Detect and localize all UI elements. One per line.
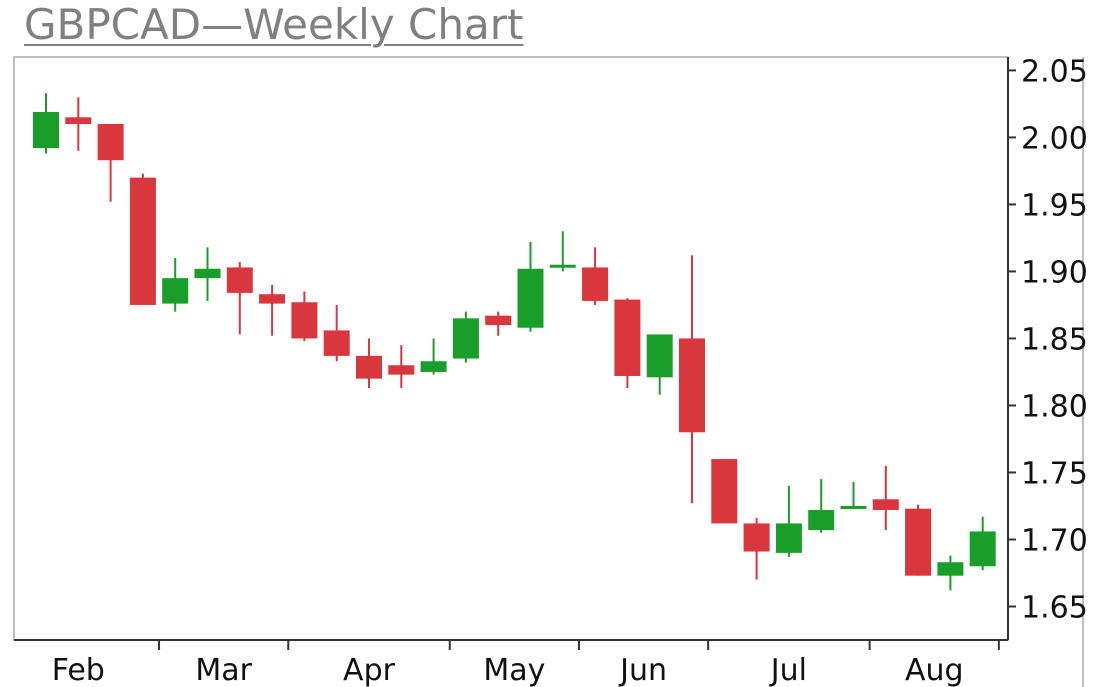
candle [485, 311, 512, 336]
y-tick-label: 1.75 [1021, 456, 1088, 491]
candle-body [969, 531, 996, 567]
candle [517, 241, 544, 332]
candle-body [905, 508, 932, 576]
y-tick-label: 2.05 [1021, 54, 1088, 89]
candle [65, 97, 92, 151]
y-tick-label: 1.90 [1021, 255, 1088, 290]
x-tick-label: Mar [195, 653, 252, 687]
candle-body [743, 523, 770, 552]
candle-body [388, 365, 415, 375]
candle-body [582, 267, 609, 301]
candle [711, 459, 738, 524]
candle-body [194, 268, 221, 279]
plot-area [13, 56, 1009, 641]
x-axis: Feb Mar Apr May Jun Jul Aug [52, 640, 1000, 687]
candle [129, 173, 156, 305]
candle-body [614, 299, 641, 376]
candle [743, 518, 770, 580]
candle [420, 338, 447, 375]
candle [646, 334, 673, 395]
candle [162, 258, 189, 312]
candle [969, 516, 996, 571]
candle-body [517, 268, 544, 328]
y-tick-label: 1.85 [1021, 322, 1088, 357]
candle [452, 311, 479, 363]
candle [905, 504, 932, 576]
candle-body [97, 124, 124, 161]
y-tick-label: 1.80 [1021, 389, 1088, 424]
x-tick-label: Aug [905, 653, 964, 687]
candle [226, 262, 253, 335]
candle-body [129, 177, 156, 305]
x-tick-label: Feb [52, 653, 105, 687]
candle-body [679, 338, 705, 433]
candle [97, 124, 124, 202]
candle [356, 338, 382, 389]
candle-body [452, 318, 479, 359]
candle-body [259, 294, 286, 304]
x-tick-label: Jun [618, 653, 667, 687]
y-axis: 1.65 1.70 1.75 1.80 1.85 1.90 1.95 2.00 2.05 [1008, 54, 1088, 625]
candle-body [840, 505, 867, 509]
candle-body [937, 562, 964, 576]
candle [259, 284, 286, 336]
candle [323, 304, 350, 362]
candle [388, 345, 415, 389]
candle-body [646, 334, 673, 378]
candle-body [65, 117, 92, 125]
candle [808, 479, 835, 533]
candle [937, 555, 964, 591]
x-tick-label: Apr [343, 653, 396, 687]
candle-body [711, 459, 738, 524]
candle [872, 465, 899, 531]
y-tick-label: 2.00 [1021, 121, 1088, 156]
candle [194, 247, 221, 301]
candle-body [808, 509, 835, 531]
chart-title: GBPCAD—Weekly Chart [24, 0, 524, 49]
y-tick-label: 1.95 [1021, 188, 1088, 223]
candle [614, 298, 641, 389]
candle-body [226, 267, 253, 293]
candle [840, 481, 867, 509]
candle-body [872, 499, 899, 510]
candle-body [162, 278, 189, 304]
candle-body [323, 330, 350, 356]
candle [549, 231, 576, 272]
candle-body [420, 361, 447, 372]
candle [775, 485, 802, 557]
x-tick-label: Jul [769, 653, 807, 687]
candles-layer [33, 93, 996, 591]
candle-body [33, 111, 59, 149]
candle [291, 291, 318, 342]
y-tick-label: 1.65 [1021, 590, 1088, 625]
candle [33, 93, 59, 154]
x-tick-label: May [483, 653, 545, 687]
candle [582, 247, 609, 305]
candle-body [775, 523, 802, 553]
candle-body [549, 264, 576, 268]
candle-body [291, 302, 318, 339]
candle-body [485, 315, 512, 326]
y-tick-label: 1.70 [1021, 523, 1088, 558]
candle [679, 255, 705, 504]
candle-body [356, 355, 382, 379]
